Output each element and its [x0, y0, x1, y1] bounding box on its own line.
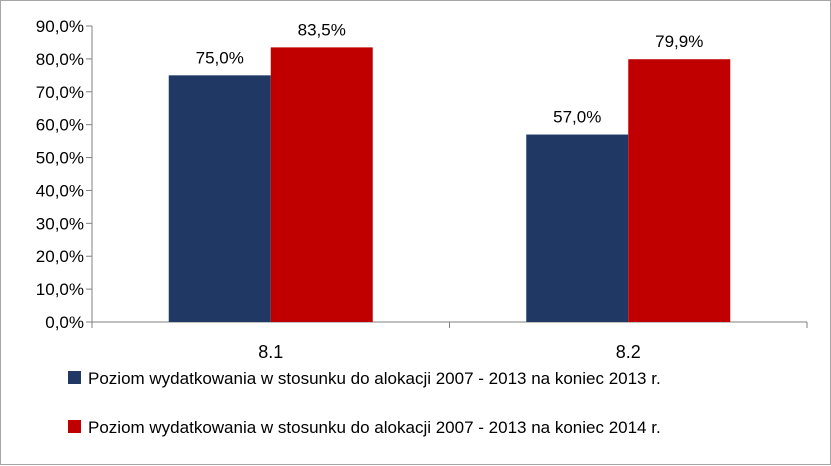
data-label: 79,9% — [655, 32, 703, 51]
data-label: 83,5% — [298, 20, 346, 39]
y-tick-label: 0,0% — [45, 313, 84, 332]
category-label: 8.2 — [616, 342, 641, 362]
y-tick-label: 90,0% — [36, 17, 84, 36]
bar-2-8.2 — [628, 59, 731, 323]
y-tick-label: 70,0% — [36, 83, 84, 102]
legend-swatch — [68, 420, 81, 433]
y-tick-label: 60,0% — [36, 116, 84, 135]
y-tick-label: 10,0% — [36, 280, 84, 299]
category-label: 8.1 — [258, 342, 283, 362]
data-label: 57,0% — [553, 108, 601, 127]
bar-1-8.1 — [168, 75, 271, 322]
y-tick-label: 20,0% — [36, 247, 84, 266]
bar-1-8.2 — [526, 134, 629, 322]
bar-2-8.1 — [270, 47, 373, 322]
legend-swatch — [68, 371, 81, 384]
legend-label: Poziom wydatkowania w stosunku do alokac… — [88, 369, 661, 388]
legend-label: Poziom wydatkowania w stosunku do alokac… — [88, 418, 661, 437]
y-tick-label: 40,0% — [36, 181, 84, 200]
y-tick-label: 80,0% — [36, 50, 84, 69]
y-tick-label: 30,0% — [36, 214, 84, 233]
y-tick-label: 50,0% — [36, 149, 84, 168]
data-label: 75,0% — [196, 48, 244, 67]
